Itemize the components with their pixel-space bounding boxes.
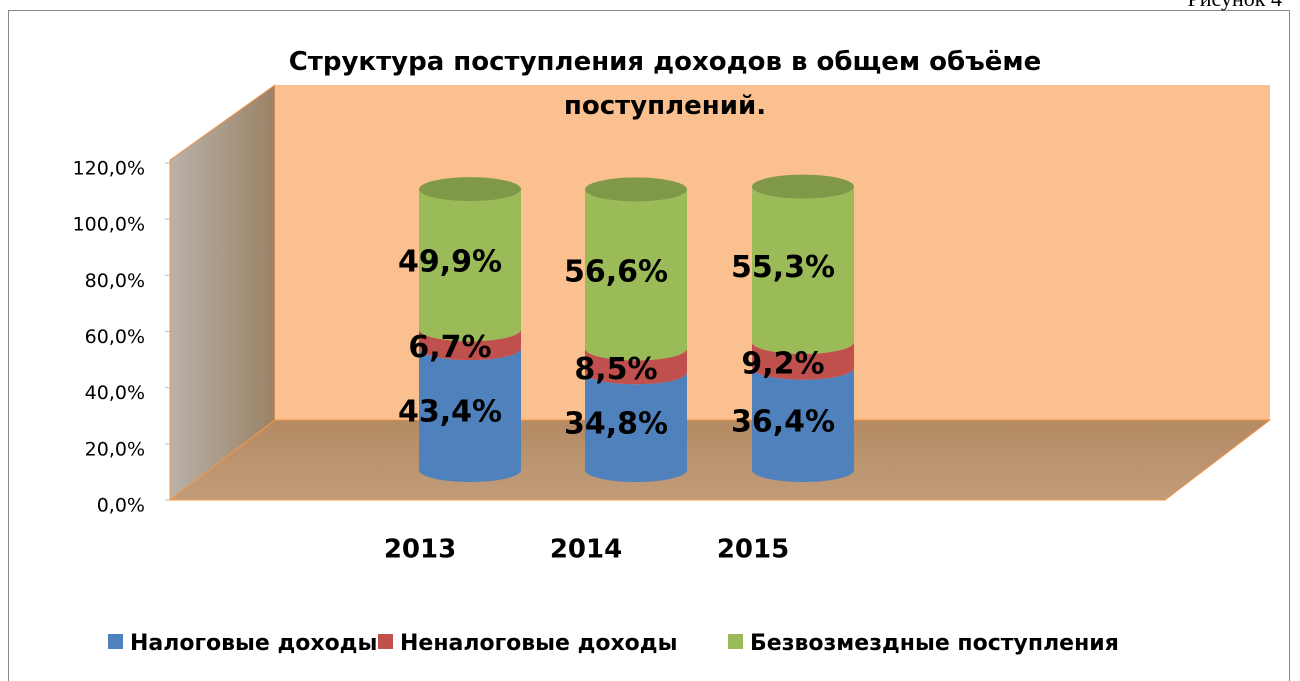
- bar-segment: [419, 348, 521, 482]
- bar-segment: [752, 186, 854, 354]
- bar-segment: [585, 189, 687, 361]
- value-label: 8,5%: [574, 352, 657, 387]
- value-label: 49,9%: [398, 245, 502, 280]
- bar-segment: [585, 372, 687, 482]
- value-label: 9,2%: [741, 346, 824, 381]
- value-label: 56,6%: [564, 254, 668, 289]
- legend-label: Неналоговые доходы: [400, 631, 677, 656]
- legend-swatch: [108, 634, 123, 649]
- value-label: 6,7%: [408, 330, 491, 365]
- legend-label: Налоговые доходы: [130, 631, 377, 656]
- y-tick-label: 40,0%: [85, 382, 145, 404]
- value-label: 34,8%: [564, 407, 668, 442]
- caption: Рисунок 4: [1188, 0, 1282, 12]
- legend-swatch: [728, 634, 743, 649]
- bar-top: [585, 177, 687, 202]
- chart-title: Структура поступления доходов в общем об…: [288, 47, 1042, 121]
- x-tick-label: 2013: [384, 535, 456, 565]
- value-label: 55,3%: [731, 250, 835, 285]
- bar-segment: [419, 329, 521, 361]
- legend-label: Безвозмездные поступления: [750, 631, 1119, 656]
- legend-swatch: [378, 634, 393, 649]
- x-tick-label: 2015: [717, 535, 789, 565]
- value-label: 43,4%: [398, 395, 502, 430]
- bar-segment: [752, 341, 854, 380]
- y-tick-label: 60,0%: [85, 326, 145, 348]
- bar-segment: [419, 189, 521, 342]
- y-tick-label: 100,0%: [73, 214, 145, 236]
- bar-segment: [585, 348, 687, 385]
- y-tick-label: 80,0%: [85, 270, 145, 292]
- y-tick-label: 120,0%: [73, 158, 145, 180]
- x-tick-label: 2014: [550, 535, 622, 565]
- y-tick-label: 20,0%: [85, 438, 145, 460]
- y-tick-label: 0,0%: [97, 495, 145, 517]
- floor: [168, 419, 1272, 501]
- bar-top: [752, 174, 854, 199]
- value-label: 36,4%: [731, 404, 835, 439]
- bar-segment: [752, 367, 854, 482]
- bar-top: [419, 177, 521, 202]
